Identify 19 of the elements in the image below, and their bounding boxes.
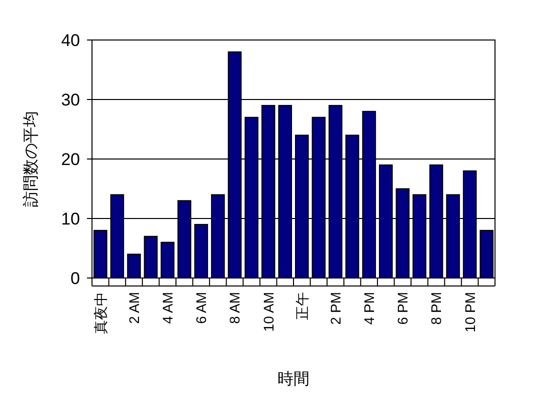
y-tick-label: 20: [61, 150, 80, 169]
y-tick-label: 30: [61, 90, 80, 110]
x-tick-label: 8 AM: [226, 292, 243, 324]
x-tick-label: 10 AM: [260, 292, 276, 332]
x-axis-title: 時間: [278, 370, 310, 388]
x-tick-label: 4 AM: [160, 292, 176, 324]
y-tick-label: 40: [61, 31, 80, 50]
y-tick-label: 10: [61, 210, 80, 228]
x-tick-label: 2 PM: [327, 292, 344, 325]
x-tick-label: 2 AM: [126, 292, 142, 324]
y-axis-title: 訪問数の平均: [22, 111, 40, 207]
x-tick-label: 10 PM: [462, 292, 478, 332]
x-tick-label: 8 PM: [428, 292, 444, 325]
x-tick-label: 4 PM: [361, 292, 378, 325]
x-tick-label: 正午: [294, 292, 310, 320]
x-tick-label: 真夜中: [92, 292, 108, 334]
x-tick-label: 6 PM: [394, 292, 411, 325]
y-tick-label: 0: [70, 269, 80, 288]
x-tick-label: 6 AM: [193, 292, 210, 324]
